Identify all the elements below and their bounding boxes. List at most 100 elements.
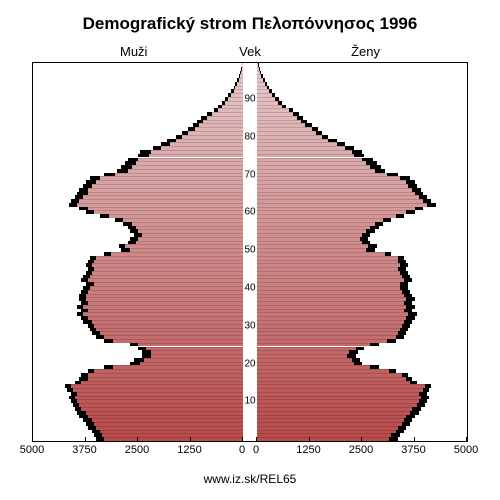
bar-value bbox=[132, 165, 243, 169]
bar-row-men bbox=[33, 93, 243, 97]
bar-row-men bbox=[33, 123, 243, 127]
bar-row-men bbox=[33, 142, 243, 146]
bar-value bbox=[257, 248, 366, 252]
bar-value bbox=[94, 324, 243, 328]
label-women: Ženy bbox=[351, 44, 380, 59]
bar-value bbox=[94, 210, 243, 214]
bar-row-women bbox=[257, 192, 467, 196]
bar-row-women bbox=[257, 422, 467, 426]
bar-value bbox=[132, 222, 243, 226]
bar-row-women bbox=[257, 433, 467, 437]
bar-row-men bbox=[33, 290, 243, 294]
bar-row-women bbox=[257, 226, 467, 230]
bar-value bbox=[136, 241, 243, 245]
bar-value bbox=[257, 350, 349, 354]
bar-row-men bbox=[33, 320, 243, 324]
bar-value bbox=[257, 384, 425, 388]
bar-value bbox=[257, 214, 396, 218]
x-tick-label: 5000 bbox=[20, 444, 44, 456]
bar-row-men bbox=[33, 150, 243, 154]
bar-row-women bbox=[257, 343, 467, 347]
bar-value bbox=[125, 244, 243, 248]
bar-row-women bbox=[257, 173, 467, 177]
bar-value bbox=[88, 188, 243, 192]
bar-value bbox=[92, 320, 243, 324]
bar-value bbox=[88, 415, 243, 419]
bar-row-women bbox=[257, 150, 467, 154]
bar-row-men bbox=[33, 426, 243, 430]
bar-row-men bbox=[33, 271, 243, 275]
bar-row-women bbox=[257, 384, 467, 388]
bar-value bbox=[257, 365, 370, 369]
bar-value bbox=[257, 316, 406, 320]
bar-value bbox=[83, 312, 243, 316]
bar-row-women bbox=[257, 161, 467, 165]
bar-row-men bbox=[33, 222, 243, 226]
bar-value bbox=[222, 105, 243, 109]
bar-value bbox=[111, 252, 243, 256]
bar-value bbox=[71, 384, 243, 388]
bar-value bbox=[257, 407, 412, 411]
bar-row-women bbox=[257, 131, 467, 135]
bar-row-women bbox=[257, 365, 467, 369]
bar-row-women bbox=[257, 222, 467, 226]
bar-value bbox=[81, 407, 243, 411]
bar-row-women bbox=[257, 309, 467, 313]
bar-value bbox=[257, 260, 398, 264]
bar-value bbox=[257, 437, 389, 441]
bar-row-men bbox=[33, 358, 243, 362]
bar-value bbox=[257, 173, 387, 177]
bar-value bbox=[257, 294, 404, 298]
bar-row-women bbox=[257, 199, 467, 203]
bar-row-men bbox=[33, 339, 243, 343]
bar-value bbox=[92, 271, 243, 275]
bar-row-men bbox=[33, 377, 243, 381]
bar-value bbox=[113, 339, 243, 343]
bar-row-women bbox=[257, 71, 467, 75]
bar-row-men bbox=[33, 229, 243, 233]
bar-row-men bbox=[33, 415, 243, 419]
bar-row-women bbox=[257, 331, 467, 335]
bar-value bbox=[257, 184, 408, 188]
bar-row-women bbox=[257, 74, 467, 78]
bar-value bbox=[257, 305, 406, 309]
bar-value bbox=[257, 176, 400, 180]
bar-row-women bbox=[257, 305, 467, 309]
bar-value bbox=[79, 403, 243, 407]
bar-value bbox=[257, 339, 387, 343]
bar-value bbox=[144, 358, 243, 362]
bar-row-men bbox=[33, 146, 243, 150]
bar-value bbox=[257, 237, 360, 241]
bar-row-women bbox=[257, 297, 467, 301]
bar-row-women bbox=[257, 316, 467, 320]
bar-row-men bbox=[33, 411, 243, 415]
bar-value bbox=[257, 275, 402, 279]
bar-value bbox=[88, 290, 243, 294]
bar-value bbox=[100, 430, 243, 434]
bar-row-women bbox=[257, 184, 467, 188]
x-tick-mark bbox=[242, 437, 243, 442]
bar-row-women bbox=[257, 176, 467, 180]
bar-row-women bbox=[257, 67, 467, 71]
bar-value bbox=[130, 248, 243, 252]
bar-row-men bbox=[33, 278, 243, 282]
bar-value bbox=[79, 199, 243, 203]
bar-value bbox=[257, 188, 412, 192]
bar-row-women bbox=[257, 89, 467, 93]
bar-row-women bbox=[257, 203, 467, 207]
bar-row-men bbox=[33, 369, 243, 373]
x-tick-label: 1250 bbox=[296, 444, 320, 456]
bar-value bbox=[257, 369, 389, 373]
bar-row-women bbox=[257, 407, 467, 411]
bar-value bbox=[83, 195, 243, 199]
bar-value bbox=[115, 173, 243, 177]
pyramid-women-side bbox=[257, 63, 467, 441]
bar-row-men bbox=[33, 263, 243, 267]
bar-value bbox=[257, 430, 396, 434]
bar-row-women bbox=[257, 233, 467, 237]
x-tick-label: 0 bbox=[239, 444, 245, 456]
bar-row-women bbox=[257, 282, 467, 286]
bar-value bbox=[257, 78, 263, 82]
bar-row-men bbox=[33, 433, 243, 437]
bar-row-women bbox=[257, 135, 467, 139]
